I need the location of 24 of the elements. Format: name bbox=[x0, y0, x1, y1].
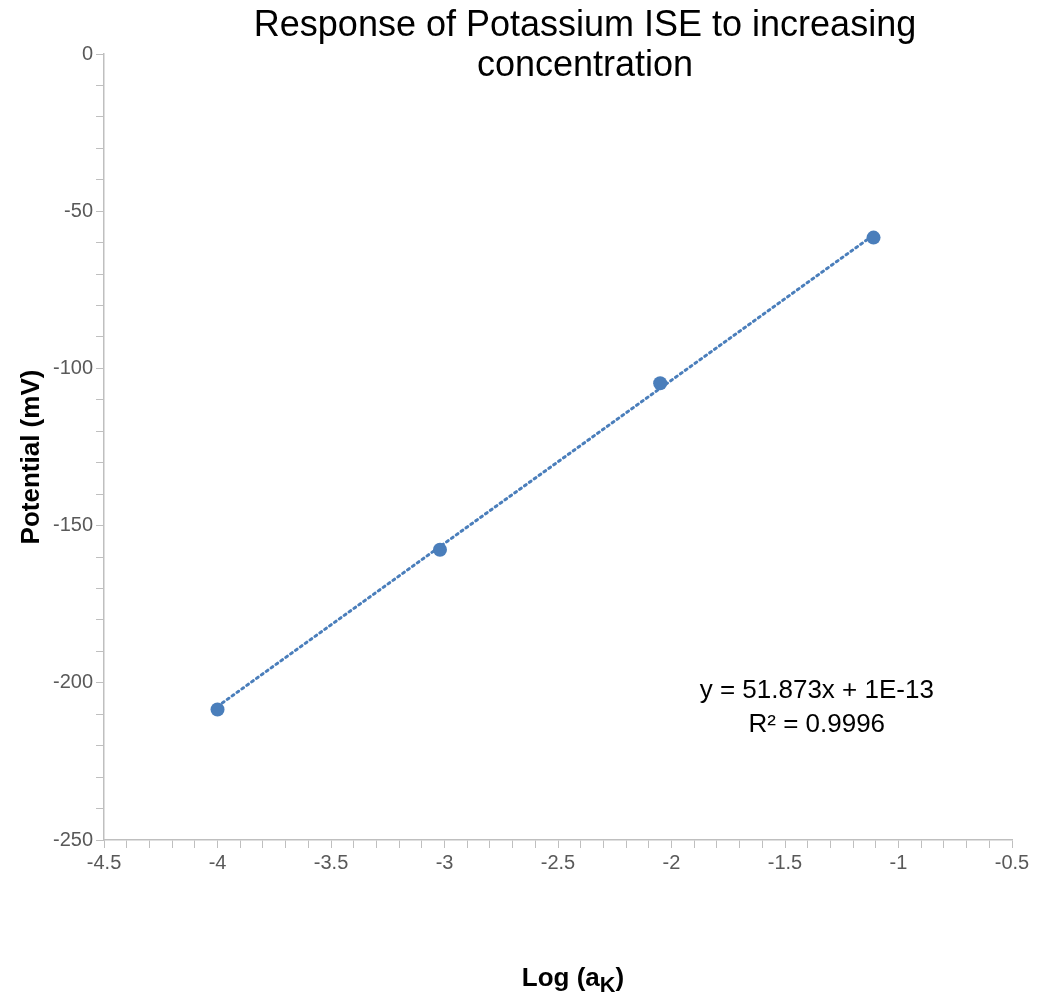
x-axis-title: Log (a$_{K}$) bbox=[520, 962, 626, 999]
x-tick-label: -2.5 bbox=[540, 850, 576, 873]
y-tick-label: -50 bbox=[64, 198, 94, 221]
y-tick-label: -150 bbox=[53, 513, 94, 536]
point bbox=[653, 376, 668, 391]
x-tick-label: -1.5 bbox=[767, 850, 803, 873]
chart-title: Response of Potassium ISE to increasing concentration bbox=[252, 3, 918, 84]
x-tick-label: -4 bbox=[208, 850, 227, 873]
y-tick-label: 0 bbox=[81, 41, 94, 64]
y-axis-title: Potential (mV) bbox=[14, 369, 46, 545]
annotation: y = 51.873x + 1E-13 bbox=[699, 673, 934, 704]
x-tick-label: -3 bbox=[435, 850, 454, 873]
point bbox=[866, 230, 881, 245]
y-tick-label: -100 bbox=[53, 355, 94, 378]
point bbox=[432, 542, 447, 557]
x-tick-label: -2 bbox=[662, 850, 681, 873]
x-tick-label: -4.5 bbox=[86, 850, 122, 873]
x-tick-label: -0.5 bbox=[994, 850, 1030, 873]
x-tick-label: -1 bbox=[889, 850, 908, 873]
y-tick-label: -200 bbox=[53, 670, 94, 693]
point bbox=[210, 702, 225, 717]
annotation: R² = 0.9996 bbox=[748, 707, 886, 738]
y-tick-label: -250 bbox=[53, 827, 94, 850]
x-tick-label: -3.5 bbox=[313, 850, 349, 873]
